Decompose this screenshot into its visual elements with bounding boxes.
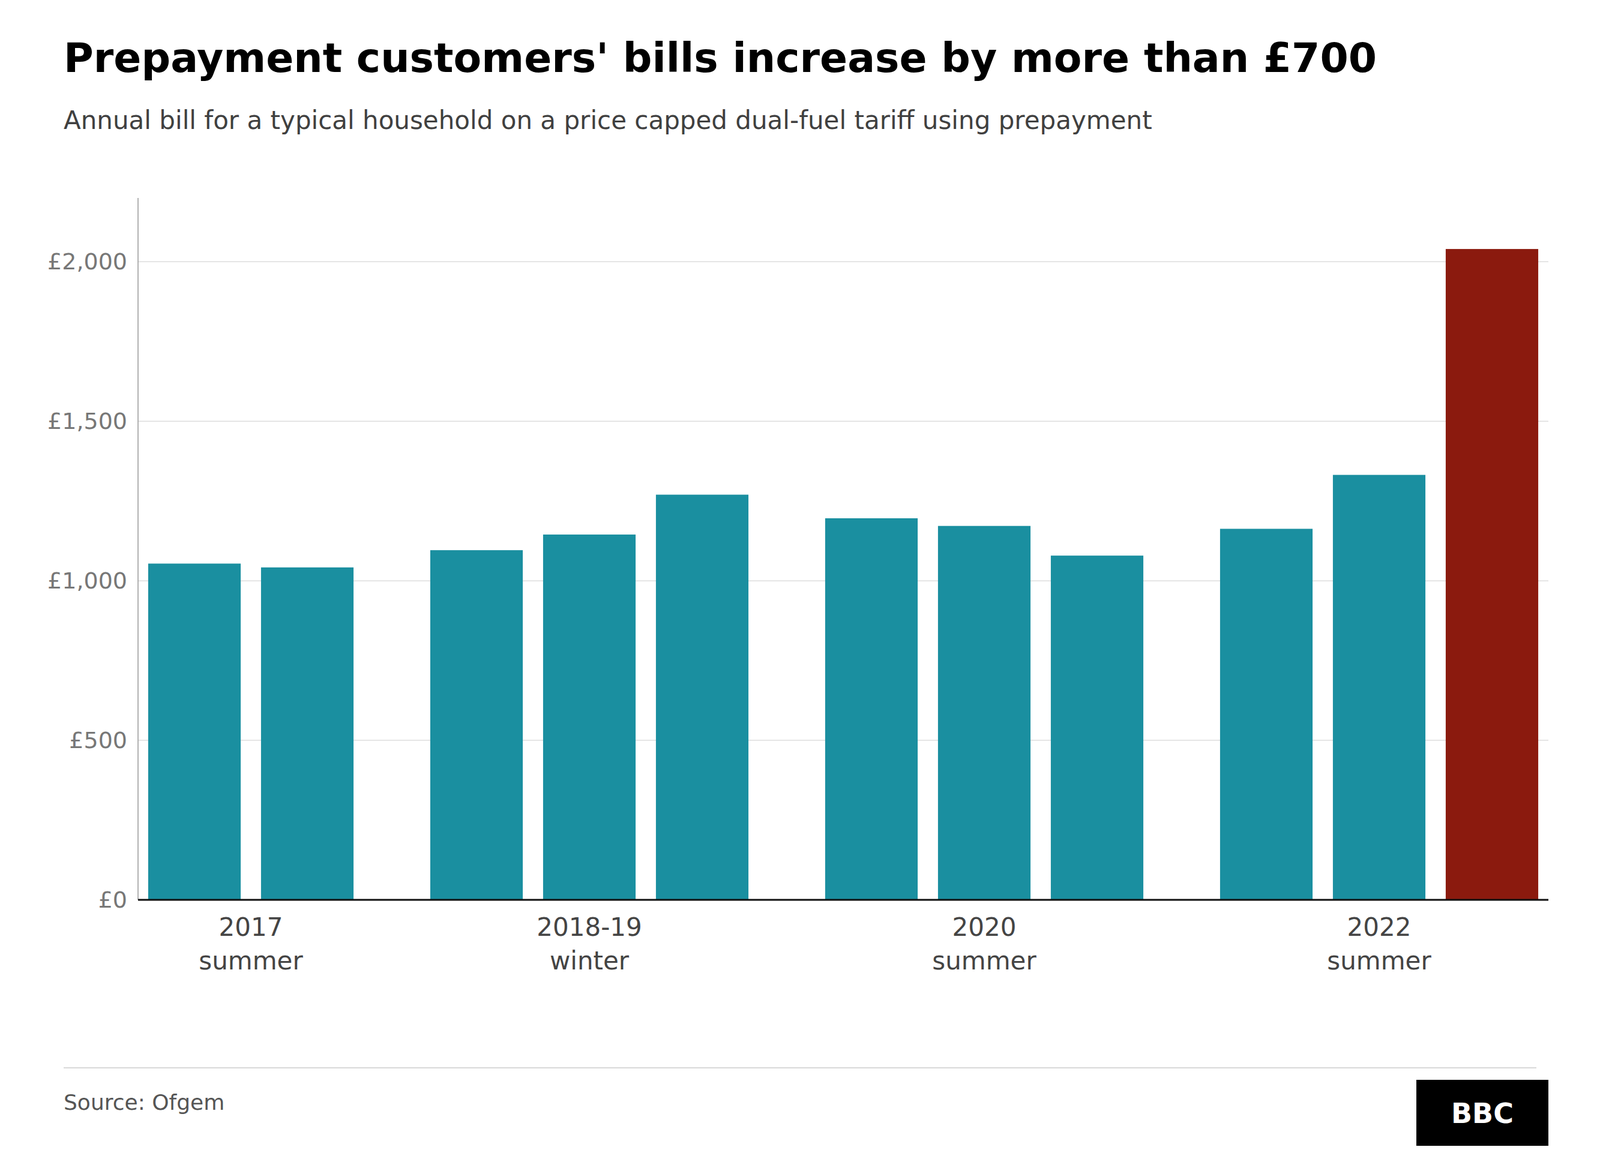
y-tick-label: £1,500 [47,408,128,435]
grid-line [138,899,1549,901]
x-tick-label-line: summer [1326,946,1432,976]
logo: BBC [1451,1097,1514,1131]
chart: Prepayment customers' bills increase by … [0,0,1600,1174]
x-tick-label-line: 2017 [219,912,284,943]
bar [543,534,636,901]
x-tick-label: 2022summer [1326,912,1432,976]
x-tick-label-line: 2020 [952,912,1017,943]
source: Source: Ofgem [63,1090,225,1116]
subtitle: Annual bill for a typical household on a… [63,105,1153,136]
x-axis-line [138,899,1549,902]
x-tick-label: 2017summer [198,912,304,976]
bars [148,249,1539,901]
y-tick-label: £2,000 [47,248,128,275]
grid-line [138,421,1549,423]
x-tick-label-line: winter [549,946,630,976]
y-tick-label: £1,000 [47,567,128,595]
logo-box [1416,1080,1549,1147]
bar [430,550,523,901]
x-tick-label: 2020summer [932,912,1037,976]
bar [1050,555,1144,901]
x-tick-label-line: summer [198,946,304,976]
bar [148,563,241,901]
x-tick-label-line: 2018-19 [536,912,643,943]
bar [825,518,918,901]
bar [938,526,1031,901]
x-tick-label-line: summer [932,946,1037,976]
bar [655,495,749,901]
bar [1445,249,1539,901]
x-tick-label: 2018-19winter [536,912,643,976]
footer-separator [63,1067,1537,1069]
bar [1332,475,1426,901]
y-tick-label: £0 [98,887,128,914]
bar [1220,528,1313,901]
background [0,0,1600,1174]
grid [138,261,1549,901]
bar [261,567,354,901]
title: Prepayment customers' bills increase by … [63,34,1377,82]
y-tick-label: £500 [69,727,128,754]
grid-line [138,261,1549,263]
x-tick-label-line: 2022 [1347,912,1412,943]
y-axis-line [137,198,139,901]
